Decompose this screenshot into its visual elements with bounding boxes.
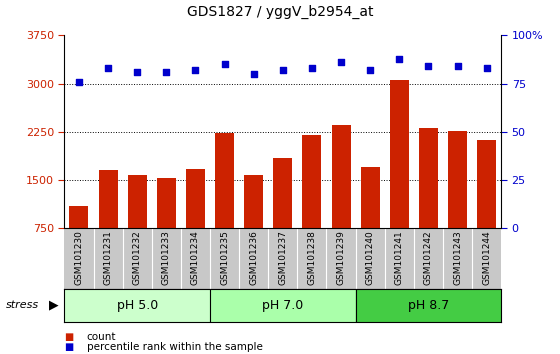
Point: [307, 65, 316, 71]
Point: [249, 71, 258, 77]
Text: GSM101233: GSM101233: [162, 230, 171, 285]
Bar: [215, 133, 234, 228]
Point: [395, 56, 404, 61]
Point: [453, 63, 462, 69]
Bar: [332, 125, 351, 228]
Text: ▶: ▶: [49, 299, 59, 312]
Text: GSM101243: GSM101243: [453, 230, 462, 285]
Text: GSM101240: GSM101240: [366, 230, 375, 285]
Text: GSM101234: GSM101234: [191, 230, 200, 285]
Text: GSM101241: GSM101241: [395, 230, 404, 285]
Text: ■: ■: [64, 342, 74, 352]
Bar: [210, 289, 356, 322]
Text: GSM101242: GSM101242: [424, 230, 433, 285]
Point: [424, 63, 433, 69]
Bar: [419, 128, 438, 228]
Text: GSM101235: GSM101235: [220, 230, 229, 285]
Bar: [99, 171, 118, 228]
Bar: [361, 167, 380, 228]
Bar: [302, 135, 321, 228]
Text: pH 7.0: pH 7.0: [262, 299, 304, 312]
Text: pH 5.0: pH 5.0: [116, 299, 158, 312]
Text: stress: stress: [6, 300, 39, 310]
Bar: [244, 175, 263, 228]
Point: [162, 69, 171, 75]
Point: [278, 67, 287, 73]
Text: GSM101230: GSM101230: [74, 230, 83, 285]
Bar: [448, 131, 467, 228]
Text: GSM101231: GSM101231: [104, 230, 113, 285]
Text: GSM101238: GSM101238: [307, 230, 316, 285]
Text: GSM101232: GSM101232: [133, 230, 142, 285]
Point: [337, 59, 346, 65]
Text: GSM101244: GSM101244: [482, 230, 491, 285]
Point: [191, 67, 200, 73]
Text: ■: ■: [64, 332, 74, 342]
Text: GSM101237: GSM101237: [278, 230, 287, 285]
Text: percentile rank within the sample: percentile rank within the sample: [87, 342, 263, 352]
Text: pH 8.7: pH 8.7: [408, 299, 449, 312]
Bar: [186, 169, 205, 228]
Bar: [390, 80, 409, 228]
Bar: [64, 289, 210, 322]
Bar: [69, 206, 88, 228]
Point: [74, 79, 83, 85]
Text: count: count: [87, 332, 116, 342]
Text: GDS1827 / yggV_b2954_at: GDS1827 / yggV_b2954_at: [186, 5, 374, 19]
Bar: [356, 289, 501, 322]
Point: [366, 67, 375, 73]
Point: [482, 65, 491, 71]
Text: GSM101236: GSM101236: [249, 230, 258, 285]
Bar: [128, 175, 147, 228]
Point: [133, 69, 142, 75]
Bar: [273, 158, 292, 228]
Bar: [157, 178, 176, 228]
Point: [104, 65, 113, 71]
Text: GSM101239: GSM101239: [337, 230, 346, 285]
Point: [220, 62, 229, 67]
Bar: [477, 139, 496, 228]
